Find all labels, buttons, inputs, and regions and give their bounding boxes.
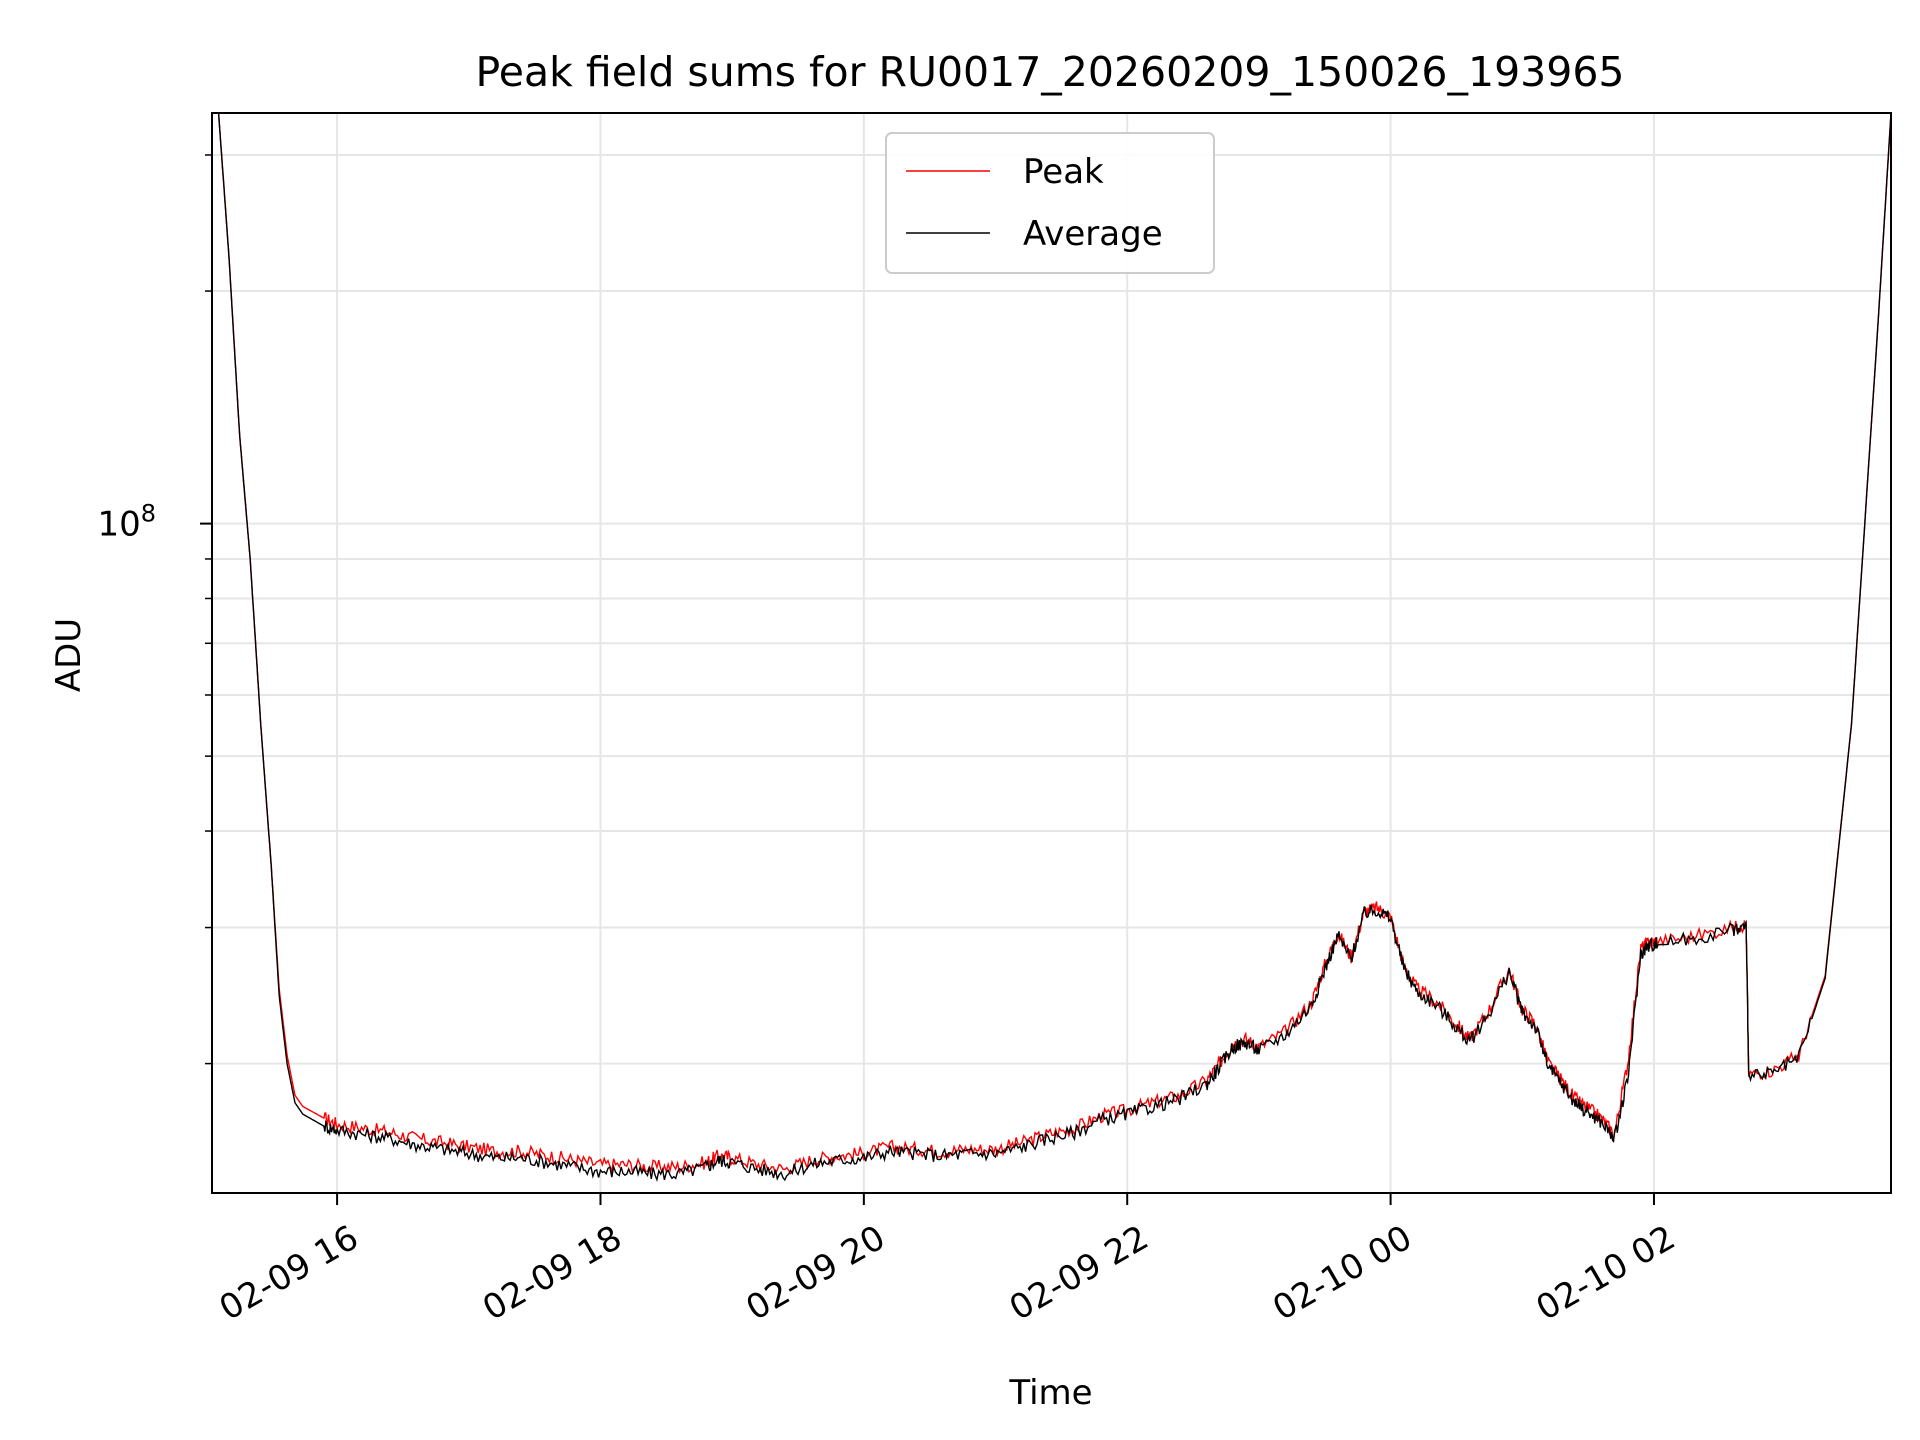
y-tick-label: 108 [97,500,156,545]
x-tick-label: 02-09 20 [740,1218,892,1329]
x-tick-label: 02-10 02 [1530,1218,1682,1329]
x-tick-label: 02-09 22 [1003,1218,1155,1329]
axis-ticks: 02-09 16 02-09 18 02-09 20 02-09 22 02-10 00… [97,154,1682,1329]
legend-label-peak: Peak [1023,152,1104,192]
x-tick-label: 02-09 16 [213,1218,365,1329]
plot-area [217,113,1891,1182]
y-axis-label: ADU [49,618,89,692]
series-line-peak [217,113,1891,1176]
legend-box [885,132,1215,274]
chart-title: Peak field sums for RU0017_20260209_1500… [475,48,1624,96]
legend-label-average: Average [1023,214,1163,254]
x-axis-label: Time [1008,1373,1092,1413]
axes-frame [211,112,1892,1194]
grid [212,113,1891,1193]
x-tick-label: 02-10 00 [1266,1218,1418,1329]
legend: Peak Average [885,132,1215,274]
x-tick-label: 02-09 18 [476,1218,628,1329]
series-line-average [217,113,1891,1182]
